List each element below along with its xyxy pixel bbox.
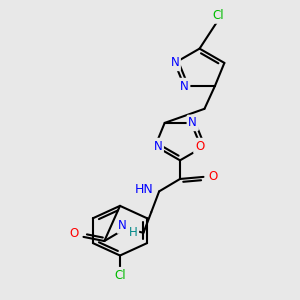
Text: HN: HN <box>135 183 154 196</box>
Text: O: O <box>208 170 217 183</box>
Text: H: H <box>129 226 137 239</box>
Text: N: N <box>118 219 127 232</box>
Text: N: N <box>153 140 162 152</box>
Text: N: N <box>180 80 189 92</box>
Text: Cl: Cl <box>212 9 224 22</box>
Text: Cl: Cl <box>114 269 126 282</box>
Text: N: N <box>188 116 197 129</box>
Text: O: O <box>70 227 79 240</box>
Text: N: N <box>170 56 179 69</box>
Text: O: O <box>195 140 204 152</box>
